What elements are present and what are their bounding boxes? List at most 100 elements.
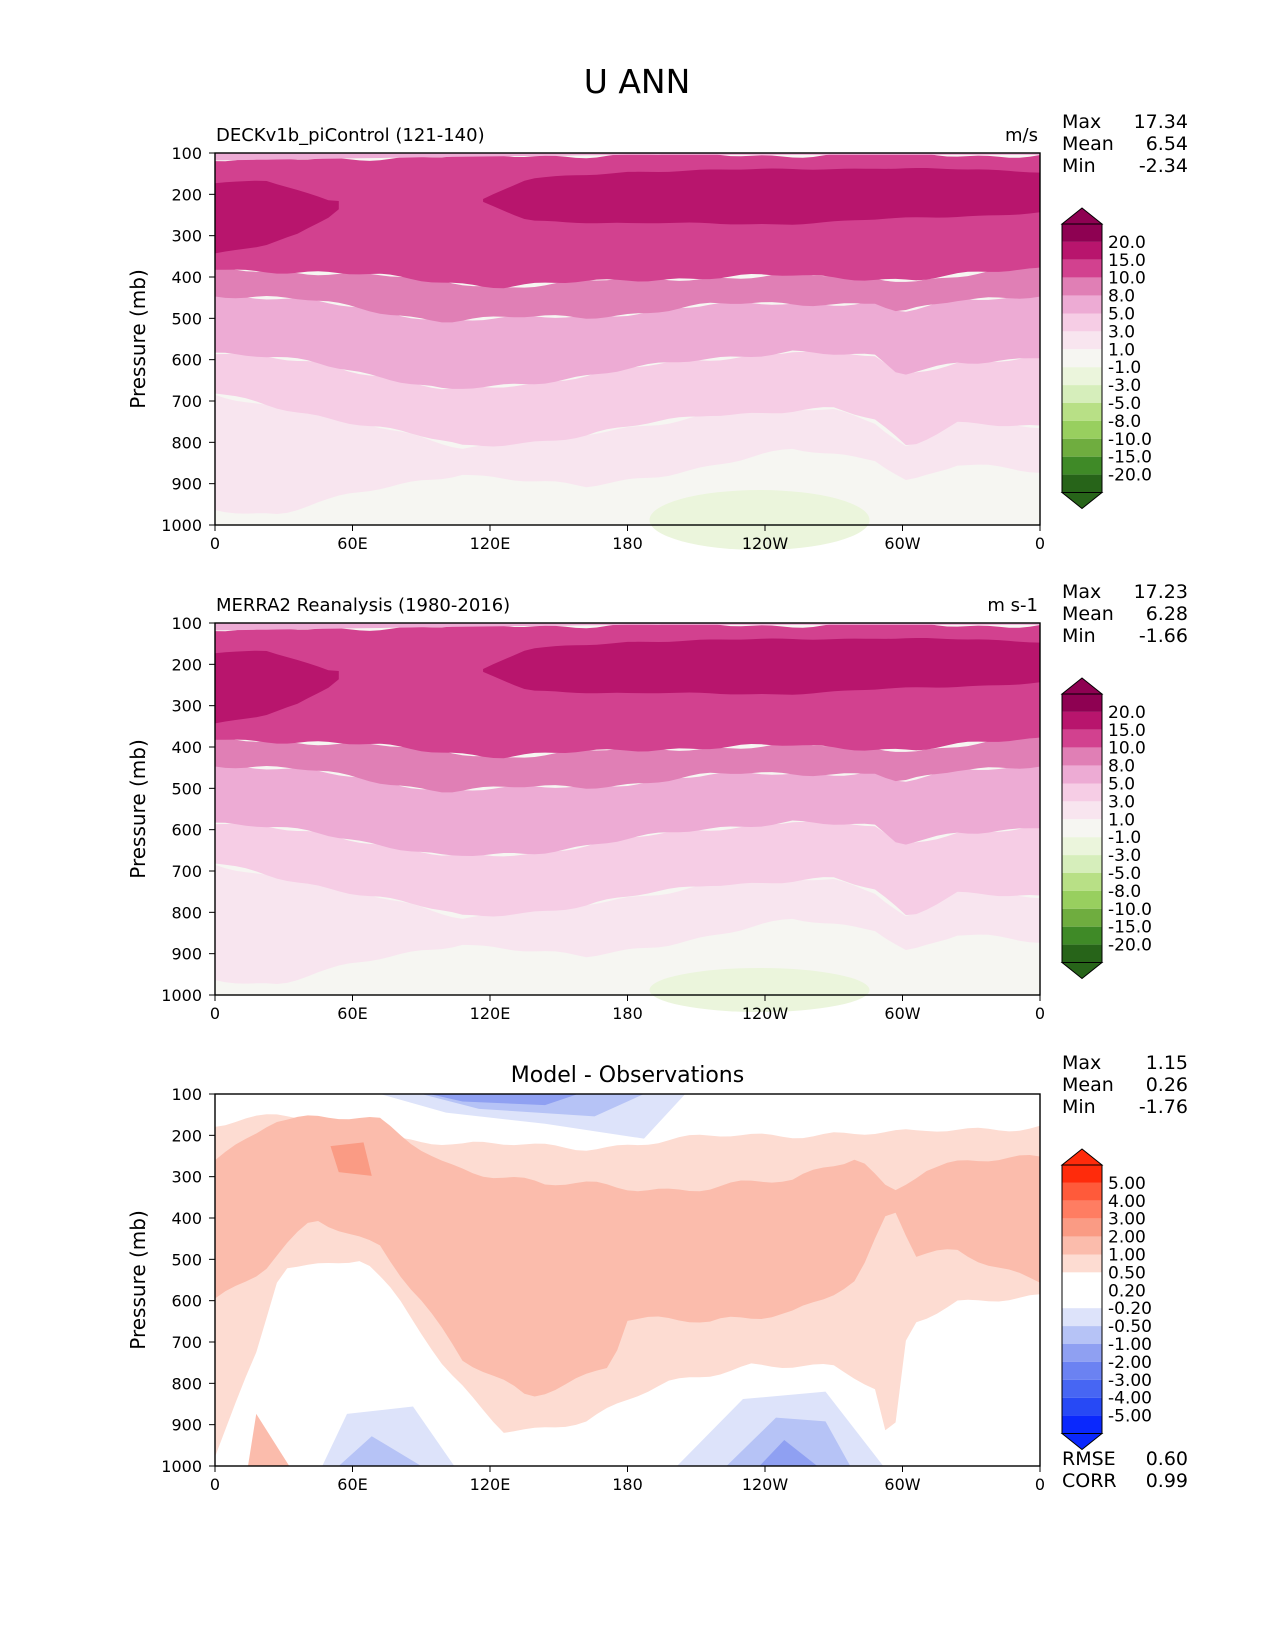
colorbar-swatch: [1062, 367, 1102, 386]
contour-band: [215, 765, 1040, 856]
contour-band-top: [215, 153, 1040, 161]
colorbar-swatch: [1062, 729, 1102, 748]
y-tick-label: 100: [171, 1085, 202, 1104]
stat-value: -1.66: [1139, 625, 1188, 647]
colorbar-tick-label: 3.0: [1108, 322, 1135, 342]
x-tick-label: 0: [1035, 1475, 1045, 1494]
stat-value: 0.26: [1146, 1074, 1188, 1096]
colorbar-tick-label: 8.0: [1108, 287, 1135, 307]
colorbar-swatch: [1062, 1397, 1102, 1416]
y-axis-label: Pressure (mb): [126, 269, 150, 409]
colorbar: 20.015.010.08.05.03.01.0-1.0-3.0-5.0-8.0…: [1060, 207, 1152, 510]
colorbar-tick-label: 20.0: [1108, 703, 1146, 723]
stat-value: -1.76: [1139, 1096, 1188, 1118]
contour-field: [215, 153, 1041, 550]
colorbar-tick-label: -20.0: [1108, 466, 1152, 486]
negative-patch: [338, 1436, 422, 1466]
y-tick-label: 600: [171, 821, 202, 840]
colorbar-swatch: [1062, 295, 1102, 314]
colorbar-swatch: [1062, 349, 1102, 368]
colorbar-swatch: [1062, 1326, 1102, 1344]
y-tick-label: 300: [171, 697, 202, 716]
panel-test: DECKv1b_piControl (121-140) m/s 100 200 300 4…: [126, 111, 1188, 553]
stat-value: 6.54: [1146, 133, 1188, 155]
colorbar-swatch: [1062, 801, 1102, 820]
contour-field: [215, 1094, 1040, 1466]
stat-label: Max: [1062, 111, 1101, 133]
colorbar-swatch: [1062, 747, 1102, 766]
y-tick-label: 500: [171, 309, 202, 328]
jet-core: [483, 638, 1041, 695]
stat-value: 6.28: [1146, 603, 1188, 625]
colorbar-tick-label: 10.0: [1108, 739, 1146, 759]
x-tick-label: 120E: [470, 1004, 511, 1023]
contour-band: [215, 820, 1040, 917]
y-tick-label: 400: [171, 738, 202, 757]
contour-band-top: [215, 623, 1040, 631]
colorbar-swatch: [1062, 765, 1102, 784]
y-tick-label: 700: [171, 1333, 202, 1352]
stat-label: Mean: [1062, 603, 1114, 625]
colorbar-over-arrow: [1060, 677, 1104, 695]
stat-label: Max: [1062, 581, 1101, 603]
y-axis-label: Pressure (mb): [126, 1210, 150, 1350]
negative-patch: [726, 1417, 851, 1466]
colorbar-swatch: [1062, 855, 1102, 873]
colorbar-frame: [1061, 1164, 1103, 1434]
positive-patch: [248, 1413, 290, 1466]
colorbar-frame: [1061, 223, 1103, 493]
colorbar: 20.015.010.08.05.03.01.0-1.0-3.0-5.0-8.0…: [1060, 677, 1152, 980]
colorbar-swatch: [1062, 873, 1102, 891]
colorbar-tick-label: -1.0: [1108, 828, 1141, 848]
colorbar-frame: [1061, 693, 1103, 963]
colorbar-tick-label: -0.20: [1108, 1299, 1152, 1319]
colorbar-tick-label: 15.0: [1108, 251, 1146, 271]
colorbar-tick-label: -8.0: [1108, 882, 1141, 902]
colorbar-swatch: [1062, 926, 1102, 945]
stat-label: Max: [1062, 1052, 1101, 1074]
y-tick-label: 800: [171, 1374, 202, 1393]
colorbar-swatch: [1062, 1290, 1102, 1309]
y-tick-label: 200: [171, 1126, 202, 1145]
colorbar-tick-label: 1.0: [1108, 340, 1135, 360]
units-label: m/s: [1005, 125, 1038, 146]
x-tick-label: 120W: [742, 1004, 789, 1023]
colorbar-swatch: [1062, 1415, 1102, 1434]
colorbar-tick-label: 3.0: [1108, 792, 1135, 812]
colorbar-swatch: [1062, 1218, 1102, 1237]
stat-label: Min: [1062, 1096, 1096, 1118]
colorbar-tick-label: 2.00: [1108, 1228, 1146, 1248]
colorbar-tick-label: 8.0: [1108, 757, 1135, 777]
x-tick-label: 60E: [337, 1004, 367, 1023]
stat-label: Min: [1062, 155, 1096, 177]
figure-title: U ANN: [584, 62, 691, 101]
colorbar-swatch: [1062, 403, 1102, 421]
y-tick-label: 900: [171, 945, 202, 964]
colorbar-tick-label: -10.0: [1108, 900, 1152, 920]
panel-title: MERRA2 Reanalysis (1980-2016): [216, 595, 510, 616]
y-tick-label: 200: [171, 655, 202, 674]
colorbar-swatch: [1062, 1344, 1102, 1362]
colorbar-swatch: [1062, 385, 1102, 403]
colorbar-swatch: [1062, 241, 1102, 260]
x-tick-label: 0: [210, 534, 220, 553]
colorbar-swatch: [1062, 1200, 1102, 1219]
colorbar-swatch: [1062, 908, 1102, 927]
x-tick-label: 180: [612, 1004, 643, 1023]
colorbar-swatch: [1062, 420, 1102, 439]
colorbar-swatch: [1062, 1236, 1102, 1255]
colorbar-swatch: [1062, 1165, 1102, 1183]
x-tick-label: 0: [1035, 1004, 1045, 1023]
y-tick-label: 600: [171, 351, 202, 370]
colorbar-tick-label: 5.00: [1108, 1174, 1146, 1194]
colorbar-over-arrow: [1060, 1148, 1104, 1166]
x-tick-label: 180: [612, 534, 643, 553]
colorbar-swatch: [1062, 944, 1102, 963]
colorbar: 5.004.003.002.001.000.500.20-0.20-0.50-1…: [1060, 1148, 1152, 1451]
y-tick-label: 700: [171, 392, 202, 411]
colorbar-swatch: [1062, 1254, 1102, 1273]
negative-patch: [649, 490, 870, 550]
colorbar-tick-label: -4.00: [1108, 1389, 1152, 1409]
metric-value: 0.60: [1146, 1448, 1188, 1470]
